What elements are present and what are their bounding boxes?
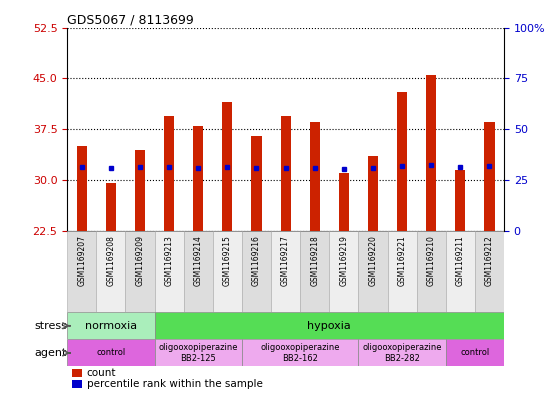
Bar	[300, 231, 329, 312]
Text: oligooxopiperazine
BB2-282: oligooxopiperazine BB2-282	[362, 343, 442, 363]
Bar	[125, 231, 155, 312]
Text: oligooxopiperazine
BB2-125: oligooxopiperazine BB2-125	[158, 343, 238, 363]
Text: agent: agent	[35, 348, 67, 358]
Bar	[67, 231, 96, 312]
Text: oligooxopiperazine
BB2-162: oligooxopiperazine BB2-162	[260, 343, 340, 363]
Bar	[184, 231, 213, 312]
Text: GSM1169211: GSM1169211	[456, 235, 465, 286]
Bar	[77, 146, 87, 231]
Bar	[135, 149, 145, 231]
Text: stress: stress	[34, 321, 67, 331]
Text: GSM1169219: GSM1169219	[339, 235, 348, 286]
Bar	[368, 156, 378, 231]
Bar	[358, 231, 388, 312]
Bar	[251, 136, 262, 231]
Bar	[242, 231, 271, 312]
Bar	[446, 231, 475, 312]
Bar	[67, 339, 155, 366]
Bar	[281, 116, 291, 231]
Text: GSM1169220: GSM1169220	[368, 235, 377, 286]
Bar	[242, 339, 358, 366]
Text: count: count	[87, 367, 116, 378]
Text: GSM1169212: GSM1169212	[485, 235, 494, 286]
Text: normoxia: normoxia	[85, 321, 137, 331]
Text: GDS5067 / 8113699: GDS5067 / 8113699	[67, 13, 194, 26]
Text: hypoxia: hypoxia	[307, 321, 351, 331]
Bar	[329, 231, 358, 312]
Text: control: control	[96, 349, 125, 357]
Text: GSM1169207: GSM1169207	[77, 235, 86, 286]
Bar	[271, 231, 300, 312]
Bar	[475, 231, 504, 312]
Text: GSM1169213: GSM1169213	[165, 235, 174, 286]
Bar	[358, 339, 446, 366]
Text: GSM1169208: GSM1169208	[106, 235, 115, 286]
Text: GSM1169210: GSM1169210	[427, 235, 436, 286]
Bar	[155, 231, 184, 312]
Text: GSM1169217: GSM1169217	[281, 235, 290, 286]
Bar	[155, 339, 242, 366]
Text: GSM1169216: GSM1169216	[252, 235, 261, 286]
Bar	[213, 231, 242, 312]
Bar	[67, 312, 155, 339]
Bar	[193, 126, 203, 231]
Text: GSM1169214: GSM1169214	[194, 235, 203, 286]
Bar	[72, 369, 82, 376]
Bar	[310, 123, 320, 231]
Bar	[155, 312, 504, 339]
Text: GSM1169218: GSM1169218	[310, 235, 319, 286]
Bar	[96, 231, 125, 312]
Bar	[388, 231, 417, 312]
Bar	[72, 380, 82, 388]
Text: control: control	[460, 349, 489, 357]
Bar	[397, 92, 407, 231]
Bar	[426, 75, 436, 231]
Bar	[484, 123, 494, 231]
Bar	[222, 102, 232, 231]
Text: percentile rank within the sample: percentile rank within the sample	[87, 379, 263, 389]
Bar	[446, 339, 504, 366]
Bar	[164, 116, 174, 231]
Bar	[417, 231, 446, 312]
Text: GSM1169209: GSM1169209	[136, 235, 144, 286]
Bar	[106, 184, 116, 231]
Text: GSM1169221: GSM1169221	[398, 235, 407, 286]
Bar	[339, 173, 349, 231]
Text: GSM1169215: GSM1169215	[223, 235, 232, 286]
Bar	[455, 170, 465, 231]
